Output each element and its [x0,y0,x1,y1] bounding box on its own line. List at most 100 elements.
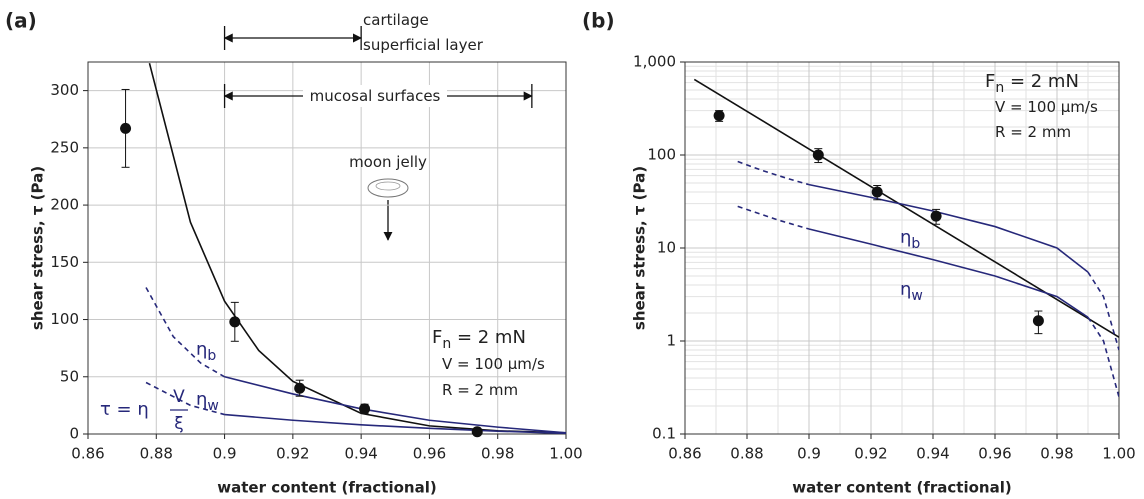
annotation-subscript: w [207,398,218,414]
x-tick-label: 0.88 [140,445,173,463]
moon-jelly-icon [375,181,401,191]
formula-denominator: ξ [174,414,183,434]
data-point [229,316,241,328]
moon-jelly-icon [367,178,409,198]
y-tick-label: 0 [69,425,79,443]
x-tick-label: 0.92 [854,445,887,463]
formula-numerator: V [173,387,185,407]
data-point [294,382,306,394]
curve [148,62,566,434]
annotation: ηb [900,227,920,252]
annotation: superficial layer [363,36,484,54]
y-tick-label: 300 [50,81,79,99]
plot-frame [87,61,567,435]
annotation: τ = η [100,399,149,420]
data-point [871,186,883,198]
x-tick-label: 0.98 [1040,445,1073,463]
plot-area [693,78,1119,398]
annotation: moon jelly [349,153,427,171]
annotation-text: mucosal surfaces [310,87,441,105]
annotation-text: V = 100 μm/s [442,355,545,373]
annotation-text: = 2 mN [1004,71,1079,92]
x-axis-title: water content (fractional) [217,479,436,497]
x-tick-label: 0.9 [797,445,821,463]
annotation-text: F [432,327,442,348]
annotation-subscript: n [995,80,1004,96]
annotation-subscript: n [442,336,451,352]
annotation-text: cartilage [363,11,429,29]
y-axis-title: shear stress, τ (Pa) [29,166,47,330]
data-point [713,110,725,122]
annotation: R = 2 mm [442,381,518,399]
panel-label: (a) [5,9,37,33]
data-point [471,426,483,438]
annotation: ηb [196,339,216,364]
data-point [812,149,824,161]
annotation: V = 100 μm/s [995,98,1098,116]
y-tick-label: 100 [647,146,676,164]
plot-area [145,62,566,434]
annotation-text: R = 2 mm [995,123,1071,141]
annotation-text: moon jelly [349,153,427,171]
panel-label: (b) [582,9,615,33]
x-tick-label: 0.96 [978,445,1011,463]
y-tick-label: 200 [50,196,79,214]
curve [145,381,225,416]
x-tick-label: 1.00 [549,445,582,463]
x-tick-label: 0.94 [344,445,377,463]
x-tick-label: 0.9 [213,445,237,463]
y-tick-label: 250 [50,138,79,156]
x-tick-label: 1.00 [1102,445,1135,463]
x-tick-label: 0.98 [481,445,514,463]
annotation-subscript: w [911,288,922,304]
annotation: ηw [196,389,219,414]
y-tick-label: 1 [666,332,676,350]
annotation-text: F [985,71,995,92]
data-point [1032,315,1044,327]
curve [1087,271,1119,351]
data-point [120,122,132,134]
curve [145,287,225,378]
annotation: ηw [900,279,923,304]
annotation: Fn = 2 mN [432,327,526,352]
x-tick-label: 0.96 [413,445,446,463]
annotation-text: τ = η [100,399,149,420]
annotation-text: η [900,279,911,300]
x-tick-label: 0.92 [276,445,309,463]
x-tick-label: 0.88 [730,445,763,463]
curve [224,375,566,434]
annotation: V = 100 μm/s [442,355,545,373]
annotation-text: V = 100 μm/s [995,98,1098,116]
y-tick-label: 100 [50,310,79,328]
annotation-text: R = 2 mm [442,381,518,399]
y-axis-title: shear stress, τ (Pa) [631,166,649,330]
curve [737,160,810,186]
x-tick-label: 0.86 [668,445,701,463]
x-tick-label: 0.94 [916,445,949,463]
curve [808,183,1089,273]
data-point [359,403,371,415]
annotation-text: superficial layer [363,36,484,54]
annotation: mucosal surfaces [310,87,441,105]
annotation-text: η [196,339,207,360]
x-axis-title: water content (fractional) [792,479,1011,497]
data-point [930,210,942,222]
annotation: cartilage [363,11,429,29]
curve [737,205,810,230]
annotation-subscript: b [911,236,920,252]
annotation-text: = 2 mN [451,327,526,348]
curve [808,228,1089,318]
y-tick-label: 1,000 [633,53,676,71]
annotation: R = 2 mm [995,123,1071,141]
x-tick-label: 0.86 [71,445,104,463]
annotation-text: η [196,389,207,410]
y-tick-label: 150 [50,253,79,271]
y-tick-label: 10 [657,239,676,257]
curve [224,413,566,434]
plot-frame [684,61,1120,435]
annotation-subscript: b [207,348,216,364]
annotation-text: η [900,227,911,248]
y-tick-label: 0.1 [652,425,676,443]
curve [1087,316,1119,398]
